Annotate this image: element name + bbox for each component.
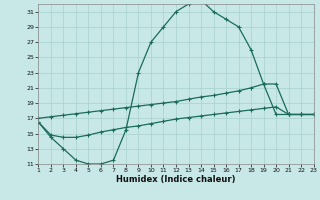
X-axis label: Humidex (Indice chaleur): Humidex (Indice chaleur) — [116, 175, 236, 184]
